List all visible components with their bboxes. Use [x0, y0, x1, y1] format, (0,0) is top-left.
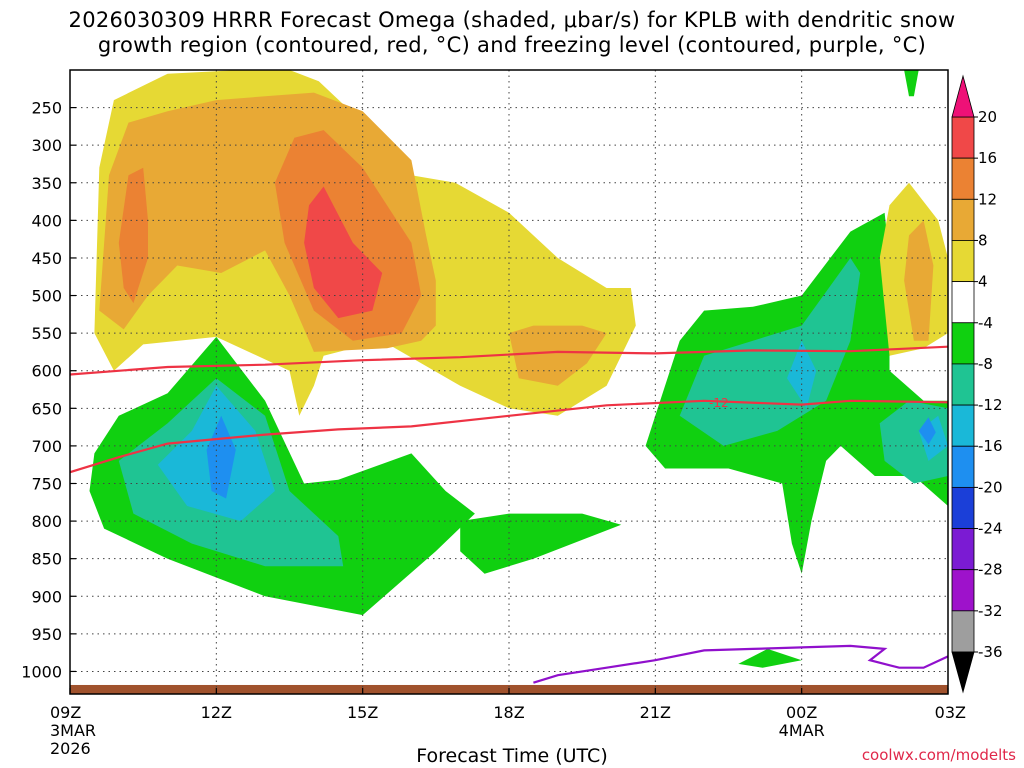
omega-region-m16-far — [918, 417, 936, 445]
colorbar-band-12_16 — [951, 157, 975, 200]
omega-region-12-left — [118, 167, 148, 304]
omega-region-m12-right — [787, 340, 817, 409]
x-tick-label-15Z: 15Z — [347, 703, 378, 722]
axes: 250 300 350 400 450 500 550 600 650 700 750 800 850 9… — [21, 99, 966, 758]
x-tick-label-12Z: 12Z — [201, 703, 232, 722]
y-tick-label-750: 750 — [31, 474, 62, 493]
colorbar-label-0: 20 — [978, 108, 997, 126]
y-tick-label-1000: 1000 — [21, 662, 62, 681]
x-tick-year-09Z: 2026 — [50, 739, 91, 758]
grid-lines — [70, 70, 948, 694]
y-tick-label-700: 700 — [31, 437, 62, 456]
colorbar-band-m24_m20 — [951, 486, 975, 529]
colorbar-bottom-triangle — [951, 651, 975, 694]
chart-title-line-1: 2026030309 HRRR Forecast Omega (shaded, … — [68, 8, 956, 32]
y-tick-label-600: 600 — [31, 362, 62, 381]
x-tick-label-09Z: 09Z — [50, 703, 81, 722]
colorbar-band-4_8 — [951, 240, 975, 283]
colorbar-band-m4_4 — [951, 281, 975, 324]
dgz-contour--12C — [70, 345, 948, 376]
omega-shading — [70, 70, 948, 694]
colorbar-label-7: -12 — [978, 396, 1003, 414]
x-tick-label-18Z: 18Z — [493, 703, 524, 722]
omega-region-m8-right — [679, 258, 861, 446]
omega-region-m16-left — [206, 415, 236, 499]
colorbar-band-m12_m8 — [951, 363, 975, 406]
colorbar-label-4: 4 — [978, 273, 988, 291]
y-tick-label-350: 350 — [31, 174, 62, 193]
x-tick-label-00Z: 00Z — [786, 703, 817, 722]
colorbar-label-8: -16 — [978, 437, 1003, 455]
omega-region-m4-top — [904, 70, 919, 97]
colorbar: 20 16 12 8 4 -4 -8 -12 -16 -20 -24 -28 -32 -36 — [951, 74, 1003, 694]
y-tick-label-500: 500 — [31, 287, 62, 306]
colorbar-label-10: -24 — [978, 520, 1003, 538]
colorbar-label-2: 12 — [978, 190, 997, 208]
y-tick-label-650: 650 — [31, 399, 62, 418]
y-tick-label-250: 250 — [31, 99, 62, 118]
x-tick-date-09Z: 3MAR — [50, 721, 96, 740]
omega-region-m4-surface — [738, 648, 802, 668]
omega-region-8-right — [904, 220, 934, 341]
colorbar-band-8_12 — [951, 198, 975, 241]
colorbar-band-m36_m32 — [951, 610, 975, 653]
colorbar-label-12: -32 — [978, 602, 1003, 620]
colorbar-label-9: -20 — [978, 478, 1003, 496]
x-tick-date-00Z: 4MAR — [779, 721, 825, 740]
watermark: coolwx.com/modelts — [861, 746, 1016, 764]
y-tick-label-900: 900 — [31, 587, 62, 606]
x-axis-label: Forecast Time (UTC) — [416, 745, 608, 767]
colorbar-band-m20_m16 — [951, 445, 975, 488]
dgz-contour--18C — [70, 399, 948, 474]
x-tick-label-21Z: 21Z — [640, 703, 671, 722]
y-tick-label-550: 550 — [31, 324, 62, 343]
y-tick-label-400: 400 — [31, 211, 62, 230]
y-tick-label-800: 800 — [31, 512, 62, 531]
y-tick-label-450: 450 — [31, 249, 62, 268]
colorbar-label-3: 8 — [978, 231, 988, 249]
colorbar-label-1: 16 — [978, 149, 997, 167]
colorbar-band-m32_m28 — [951, 569, 975, 612]
x-tick-label-03Z: 03Z — [935, 703, 966, 722]
chart-title-line-2: growth region (contoured, red, °C) and f… — [97, 33, 927, 57]
colorbar-label-13: -36 — [978, 643, 1003, 661]
colorbar-label-5: -4 — [978, 314, 993, 332]
colorbar-top-triangle — [951, 74, 975, 118]
colorbar-label-11: -28 — [978, 561, 1003, 579]
contour-lines: -12 — [70, 345, 948, 684]
colorbar-band-16_20 — [951, 116, 975, 159]
colorbar-band-m28_m24 — [951, 528, 975, 571]
colorbar-band-m16_m12 — [951, 404, 975, 447]
y-tick-label-850: 850 — [31, 550, 62, 569]
colorbar-band-m8_m4 — [951, 322, 975, 365]
y-tick-label-950: 950 — [31, 625, 62, 644]
dgz-contour-label: -12 — [709, 396, 729, 410]
y-tick-label-300: 300 — [31, 136, 62, 155]
colorbar-label-6: -8 — [978, 355, 993, 373]
freezing-level-contour — [533, 644, 948, 684]
